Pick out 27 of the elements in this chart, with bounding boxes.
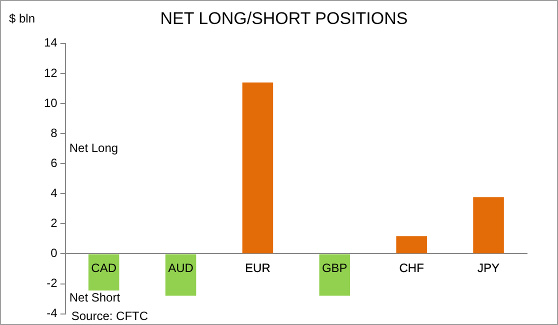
x-tick-label: AUD <box>168 261 194 276</box>
y-tick-label: 4 <box>50 186 58 200</box>
x-tick-label: GBP <box>322 261 348 276</box>
y-axis-title: $ bln <box>9 11 36 26</box>
annotation: Net Long <box>69 140 118 155</box>
y-tick-label: 6 <box>50 156 58 170</box>
annotation: Source: CFTC <box>71 309 148 324</box>
y-tick-label: 8 <box>50 126 58 140</box>
x-tick-label: JPY <box>478 261 500 276</box>
bar <box>319 254 350 296</box>
bar <box>473 197 504 254</box>
annotation: Net Short <box>69 290 121 304</box>
x-tick-label: CAD <box>91 261 117 276</box>
y-tick-label: 14 <box>44 36 58 50</box>
y-tick-label: 10 <box>44 96 58 110</box>
bar <box>242 82 274 254</box>
bar <box>165 254 196 296</box>
y-tick-label: -2 <box>46 276 58 290</box>
y-tick-label: 0 <box>50 246 58 260</box>
y-tick-label: 2 <box>50 216 58 230</box>
chart-title: NET LONG/SHORT POSITIONS <box>160 8 408 28</box>
x-tick-label: CHF <box>399 261 424 276</box>
bar <box>88 254 120 291</box>
y-tick-label: -4 <box>46 306 58 320</box>
x-tick-label: EUR <box>245 261 271 276</box>
y-tick-label: 12 <box>44 66 58 80</box>
bar <box>396 236 427 254</box>
